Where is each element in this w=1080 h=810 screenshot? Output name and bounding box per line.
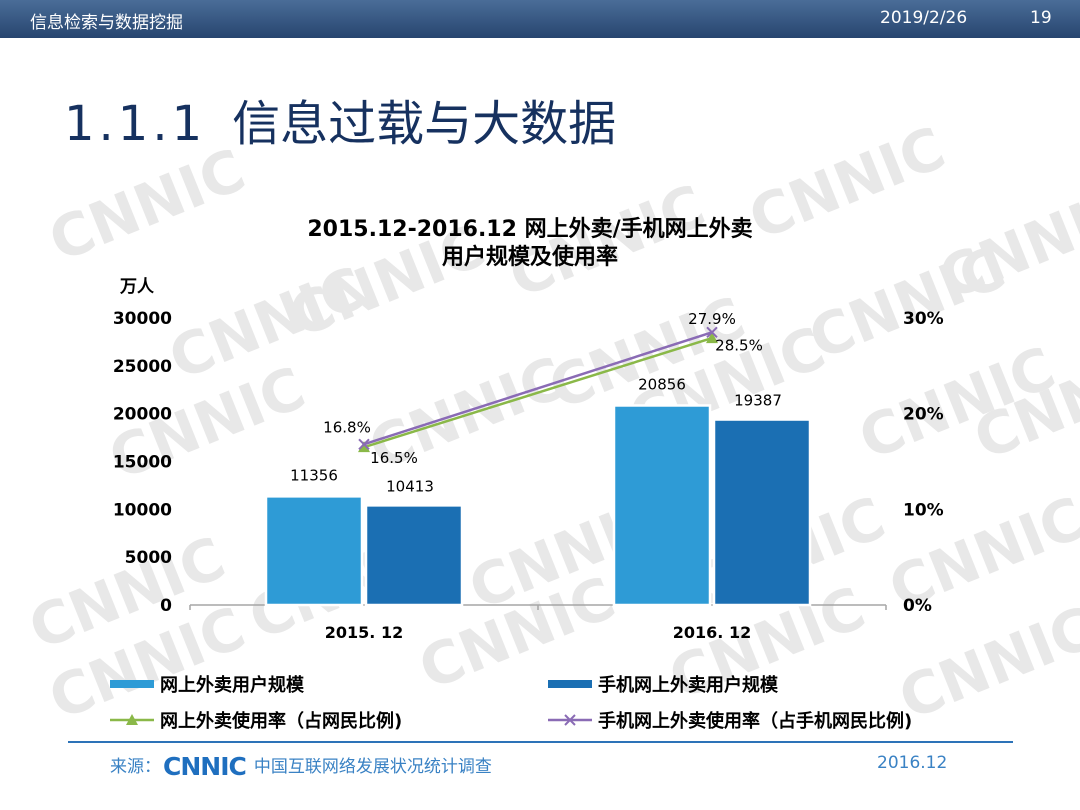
x-marker: [706, 326, 718, 339]
watermark-text: CNNIC: [740, 114, 954, 253]
y2-tick-label: 30%: [903, 309, 944, 329]
series-line: [363, 331, 713, 446]
slide-title-text: 信息过载与大数据: [232, 96, 617, 152]
y-tick-label: 20000: [113, 405, 172, 425]
triangle-marker: [358, 441, 370, 453]
y2-tick-label: 0%: [903, 596, 932, 616]
bar: [712, 418, 812, 607]
legend-label: 网上外卖用户规模: [160, 674, 305, 696]
bar: [612, 404, 712, 607]
source-date: 2016.12: [877, 753, 948, 773]
line-value-label: 28.5%: [715, 336, 763, 354]
x-tick-label: 2015. 12: [325, 623, 403, 642]
y-tick-label: 5000: [125, 548, 172, 568]
y-axis-label: 万人: [119, 277, 155, 297]
y-tick-label: 15000: [113, 453, 172, 473]
legend-marker: [126, 714, 138, 725]
x-marker: [358, 438, 370, 450]
watermark-text: CNNIC: [800, 234, 1014, 373]
header-date: 2019/2/26: [880, 8, 968, 28]
y-tick-label: 0: [160, 596, 172, 616]
legend-label: 网上外卖使用率（占网民比例): [160, 710, 402, 732]
bar: [364, 504, 464, 607]
source-org: 中国互联网络发展状况统计调查: [253, 757, 492, 777]
legend-marker: [564, 714, 576, 726]
y2-tick-label: 10%: [903, 500, 944, 520]
line-value-label: 27.9%: [688, 310, 736, 328]
legend-label: 手机网上外卖使用率（占手机网民比例): [598, 710, 912, 732]
header-bar: 信息检索与数据挖掘 2019/2/26 19: [0, 0, 1080, 38]
watermark-text: CNNIC: [40, 136, 254, 275]
y-tick-label: 10000: [113, 500, 172, 520]
x-tick-label: 2016. 12: [673, 623, 751, 642]
slide-section-number: 1.1.1: [64, 96, 207, 152]
legend-swatch: [548, 680, 592, 688]
page-number: 19: [1030, 8, 1052, 28]
bar-value-label: 19387: [734, 392, 782, 410]
bar: [264, 495, 364, 607]
series-line: [363, 336, 713, 449]
chart-title-line-2: 用户规模及使用率: [442, 244, 618, 270]
line-value-label: 16.5%: [370, 449, 418, 467]
footer-divider: [68, 741, 1013, 743]
source-line: 来源：CNNIC 中国互联网络发展状况统计调查: [110, 752, 492, 781]
slide-title: 1.1.1 信息过载与大数据: [64, 84, 616, 154]
legend-swatch: [110, 680, 154, 688]
bar-value-label: 20856: [638, 375, 686, 393]
bar-value-label: 10413: [386, 477, 434, 495]
bar-value-label: 11356: [290, 466, 338, 484]
y-tick-label: 25000: [113, 357, 172, 377]
cnnic-logo: CNNIC: [163, 752, 247, 781]
line-value-label: 16.8%: [323, 418, 371, 436]
source-label: 来源：: [110, 757, 161, 777]
triangle-marker: [706, 332, 718, 344]
chart-title-line-1: 2015.12-2016.12 网上外卖/手机网上外卖: [307, 216, 752, 242]
course-title: 信息检索与数据挖掘: [30, 13, 183, 33]
y-tick-label: 30000: [113, 309, 172, 329]
legend-label: 手机网上外卖用户规模: [598, 674, 779, 696]
y2-tick-label: 20%: [903, 405, 944, 425]
